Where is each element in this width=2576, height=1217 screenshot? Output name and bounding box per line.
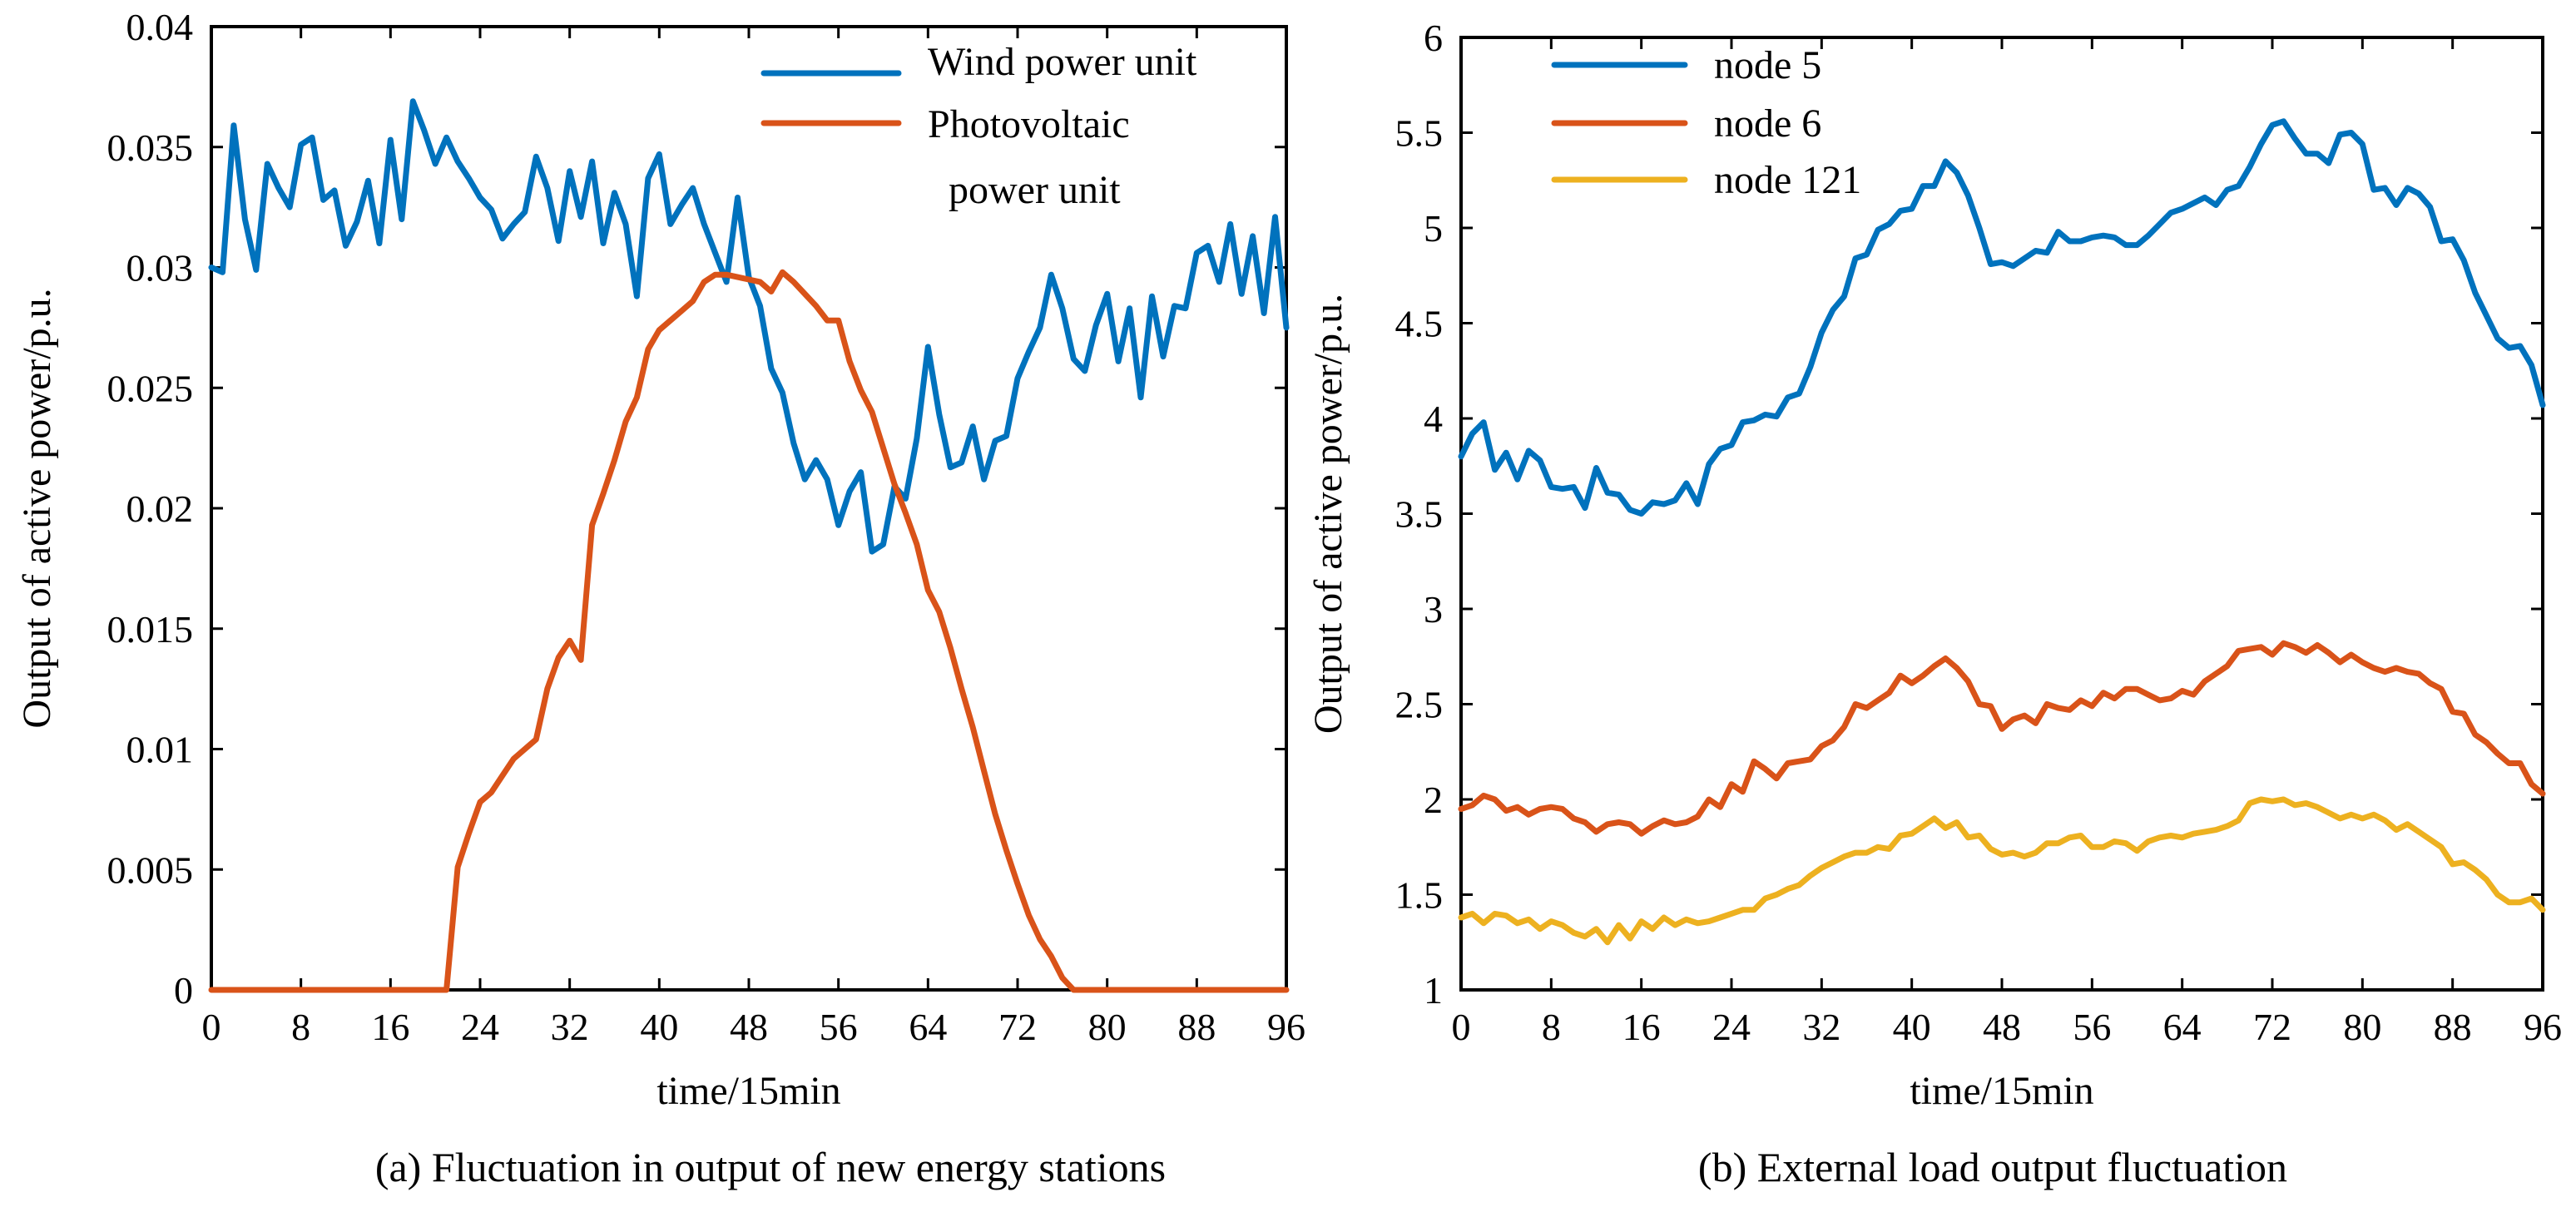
x-tick-label-b: 8	[1542, 1006, 1561, 1048]
x-tick-label-b: 32	[1802, 1006, 1840, 1048]
x-tick-label-b: 0	[1452, 1006, 1471, 1048]
y-axis-label-b: Output of active power/p.u.	[1306, 294, 1350, 734]
x-tick-label-a: 40	[640, 1006, 678, 1048]
x-tick-label-a: 32	[551, 1006, 589, 1048]
y-tick-label-b: 6	[1424, 17, 1443, 59]
x-tick-label-a: 64	[909, 1006, 947, 1048]
panel-b-chart: 0 8 16 24 32 40 48 56 64 72 80 88 9611.522.533.544.5…	[1306, 17, 2562, 1190]
caption-a: (a) Fluctuation in output of new energy …	[375, 1144, 1166, 1190]
legend-b: node 5 node 6 node 121	[1551, 43, 1861, 202]
x-tick-label-a: 8	[291, 1006, 310, 1048]
y-axis-label-a: Output of active power/p.u.	[15, 288, 59, 728]
x-tick-label-b: 64	[2163, 1006, 2202, 1048]
legend-label-a-photovoltaic-power-unit: power unit	[949, 168, 1121, 212]
x-tick-label-a: 56	[820, 1006, 858, 1048]
x-tick-label-b: 48	[1983, 1006, 2021, 1048]
y-tick-label-a: 0.015	[107, 608, 194, 651]
series-line-b-node-5	[1458, 118, 2546, 517]
y-tick-label-a: 0.005	[107, 848, 194, 891]
y-tick-label-b: 3.5	[1395, 493, 1444, 536]
x-tick-label-b: 40	[1893, 1006, 1931, 1048]
legend-label-a-photovoltaic-power-unit: Photovoltaic	[928, 102, 1130, 146]
legend-label-b-node-5: node 5	[1714, 43, 1821, 87]
y-tick-label-b: 1	[1424, 969, 1443, 1012]
x-axis-label-a: time/15min	[656, 1069, 840, 1113]
y-tick-label-a: 0	[174, 969, 193, 1012]
x-tick-label-b: 24	[1712, 1006, 1751, 1048]
x-tick-label-b: 56	[2073, 1006, 2111, 1048]
y-tick-label-b: 2	[1424, 779, 1443, 821]
x-tick-label-b: 88	[2434, 1006, 2472, 1048]
y-tick-label-a: 0.025	[107, 367, 194, 409]
x-tick-label-a: 72	[998, 1006, 1037, 1048]
y-tick-label-b: 4.5	[1395, 303, 1444, 345]
y-tick-label-b: 1.5	[1395, 874, 1444, 917]
y-tick-label-a: 0.01	[126, 729, 194, 771]
x-tick-label-b: 80	[2343, 1006, 2381, 1048]
series-line-a-photovoltaic-power-unit	[208, 269, 1290, 993]
x-tick-label-b: 72	[2253, 1006, 2291, 1048]
caption-b: (b) External load output fluctuation	[1698, 1144, 2287, 1190]
legend-label-a-wind-power-unit: Wind power unit	[928, 40, 1197, 84]
y-tick-label-b: 5	[1424, 207, 1443, 250]
x-tick-label-a: 88	[1177, 1006, 1216, 1048]
legend-label-b-node-121: node 121	[1714, 158, 1861, 202]
y-tick-label-a: 0.03	[126, 247, 194, 289]
x-tick-label-a: 24	[461, 1006, 499, 1048]
y-tick-label-a: 0.04	[126, 6, 194, 48]
y-tick-label-a: 0.02	[126, 487, 194, 530]
series-line-b-node-6	[1458, 640, 2546, 837]
y-tick-label-b: 3	[1424, 588, 1443, 631]
x-tick-label-a: 48	[730, 1006, 768, 1048]
series-line-b-node-121	[1458, 796, 2546, 946]
legend-a: Wind power unit Photovoltaic power unit	[760, 40, 1197, 212]
x-axis-label-b: time/15min	[1910, 1069, 2093, 1113]
y-tick-label-b: 4	[1424, 398, 1443, 440]
panel-a-chart: 0 8 16 24 32 40 48 56 64 72 80 88 96 0 0.005 0.01 0.015 0…	[15, 6, 1305, 1190]
y-tick-label-b: 2.5	[1395, 684, 1444, 726]
y-tick-label-b: 5.5	[1395, 112, 1444, 155]
x-tick-label-b: 96	[2524, 1006, 2562, 1048]
legend-label-b-node-6: node 6	[1714, 101, 1821, 146]
x-tick-label-a: 16	[371, 1006, 409, 1048]
x-tick-label-b: 16	[1622, 1006, 1661, 1048]
x-tick-label-a: 80	[1088, 1006, 1127, 1048]
x-tick-label-a: 96	[1267, 1006, 1305, 1048]
series-line-a-wind-power-unit	[208, 98, 1290, 555]
y-tick-label-a: 0.035	[107, 126, 194, 169]
plot-frame-a	[210, 25, 1288, 992]
x-tick-label-a: 0	[202, 1006, 221, 1048]
